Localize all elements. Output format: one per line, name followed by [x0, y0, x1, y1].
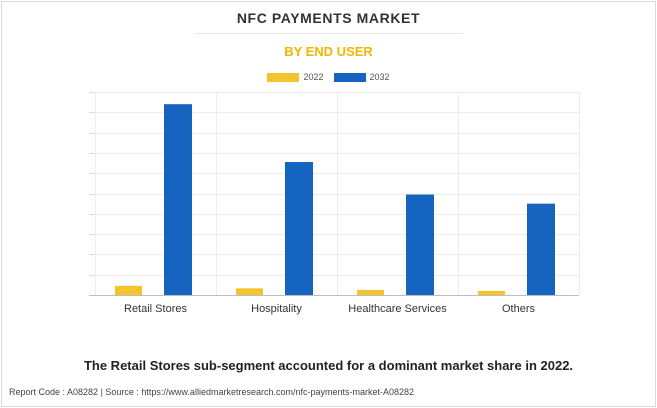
legend-swatch-2022: [267, 72, 300, 82]
chart-caption: The Retail Stores sub-segment accounted …: [83, 358, 574, 373]
x-tick-label: Hospitality: [251, 303, 302, 315]
bar-2032-retail-stores: [164, 104, 192, 296]
bar-2022-healthcare-services: [357, 289, 384, 295]
chart-subtitle: BY END USER: [284, 44, 373, 59]
bar-2032-healthcare-services: [406, 194, 434, 295]
x-tick-label: Retail Stores: [124, 303, 187, 315]
legend-label-2022: 2022: [303, 72, 324, 82]
legend-item-2032: 2032: [333, 72, 390, 82]
chart-legend: 2022 2032: [0, 72, 657, 82]
bar-2022-hospitality: [236, 288, 263, 295]
bar-2032-hospitality: [285, 162, 313, 295]
x-tick-label: Healthcare Services: [348, 303, 447, 315]
bar-2022-others: [478, 290, 505, 295]
bar-2032-others: [527, 203, 555, 295]
legend-label-2032: 2032: [369, 72, 390, 82]
title-divider: [195, 33, 463, 34]
x-tick-label: Others: [502, 303, 536, 315]
legend-item-2022: 2022: [267, 72, 324, 82]
report-source-footer: Report Code : A08282 | Source : https://…: [9, 387, 415, 397]
bar-2022-retail-stores: [115, 285, 142, 295]
chart-title: NFC PAYMENTS MARKET: [236, 10, 421, 26]
legend-swatch-2032: [333, 72, 366, 82]
